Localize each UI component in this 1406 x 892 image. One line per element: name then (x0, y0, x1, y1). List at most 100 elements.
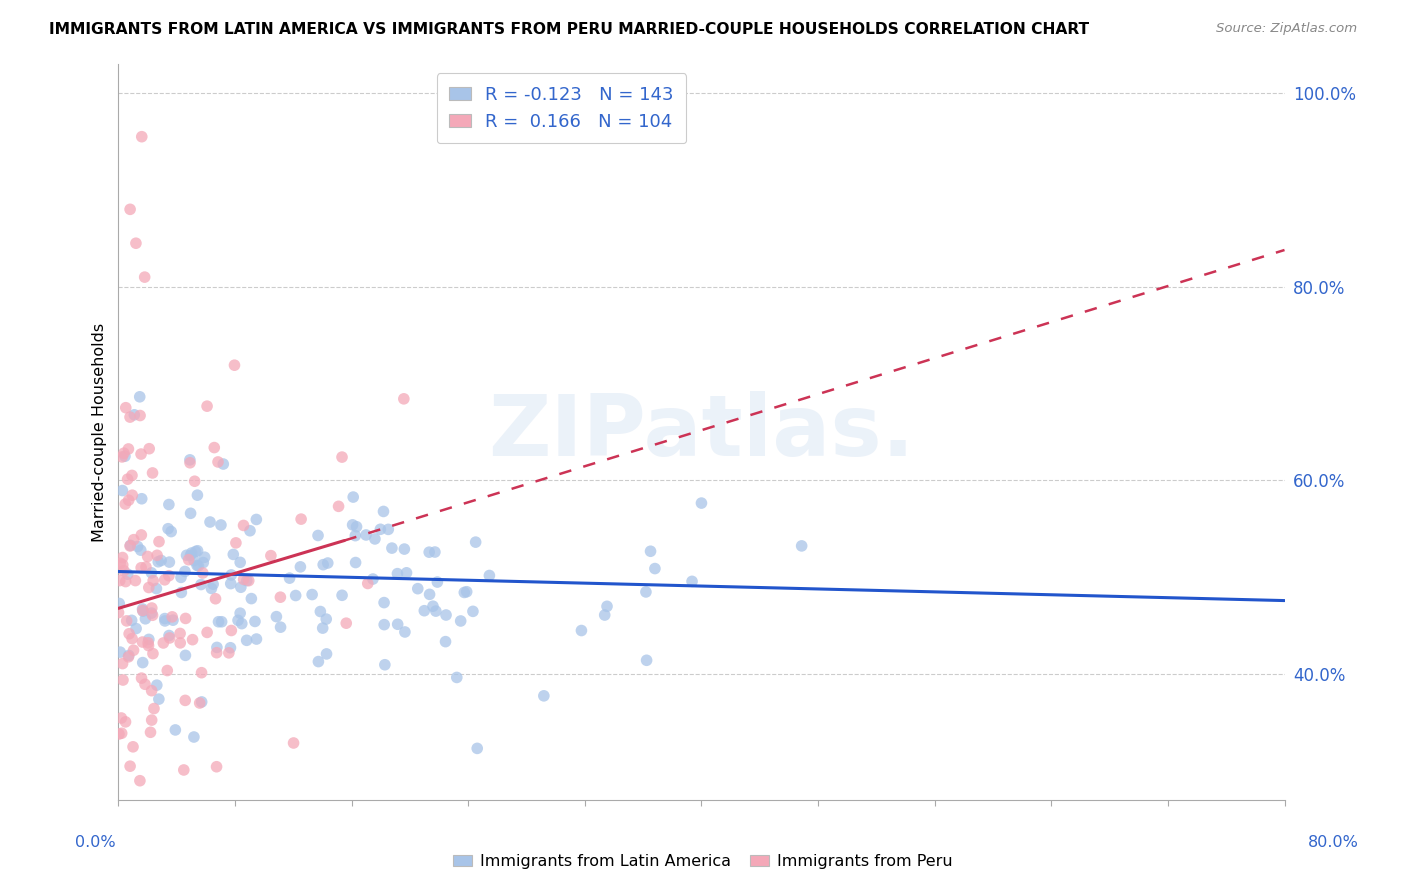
Point (370, 522, 392, 536)
Point (315, 647, 337, 661)
Point (129, 409, 152, 423)
Point (117, 472, 139, 486)
Point (111, 450, 134, 464)
Point (115, 614, 138, 628)
Point (142, 647, 165, 661)
Point (316, 556, 339, 570)
Point (181, 632, 204, 647)
Point (419, 587, 441, 601)
Point (229, 555, 252, 569)
Point (195, 399, 218, 413)
Point (138, 442, 160, 456)
Point (446, 670, 468, 684)
Point (120, 202, 142, 217)
Point (129, 543, 152, 558)
Point (238, 574, 260, 588)
Point (464, 535, 486, 549)
Point (141, 683, 163, 698)
Point (142, 574, 165, 588)
Point (266, 609, 288, 624)
Point (124, 408, 146, 422)
Point (134, 270, 156, 285)
Point (188, 696, 211, 710)
Point (205, 760, 228, 774)
Point (153, 573, 176, 587)
Point (330, 450, 353, 464)
Point (174, 565, 197, 579)
Point (117, 567, 139, 582)
Point (357, 576, 380, 591)
Point (190, 665, 212, 680)
Point (170, 570, 193, 584)
Point (269, 590, 291, 604)
Point (186, 558, 208, 573)
Point (114, 449, 136, 463)
Point (176, 548, 198, 562)
Point (450, 614, 472, 628)
Point (118, 626, 141, 640)
Point (596, 599, 619, 614)
Point (231, 616, 253, 631)
Point (121, 613, 143, 627)
Point (134, 612, 156, 626)
Point (108, 645, 131, 659)
Point (312, 558, 335, 572)
Point (110, 711, 132, 725)
Point (118, 493, 141, 508)
Point (108, 597, 131, 611)
Point (183, 730, 205, 744)
Point (395, 566, 418, 580)
Legend: Immigrants from Latin America, Immigrants from Peru: Immigrants from Latin America, Immigrant… (447, 847, 959, 875)
Point (461, 604, 484, 618)
Point (118, 648, 141, 663)
Point (160, 610, 183, 624)
Point (342, 517, 364, 532)
Text: 80.0%: 80.0% (1308, 836, 1358, 850)
Point (114, 714, 136, 729)
Point (107, 606, 129, 620)
Point (226, 613, 249, 627)
Point (157, 555, 180, 569)
Point (377, 522, 399, 536)
Point (406, 582, 429, 596)
Point (387, 566, 409, 581)
Point (690, 496, 713, 510)
Point (124, 574, 146, 588)
Point (309, 605, 332, 619)
Point (335, 616, 357, 631)
Point (194, 550, 217, 565)
Point (169, 636, 191, 650)
Point (434, 634, 457, 648)
Point (184, 544, 207, 558)
Point (207, 615, 229, 629)
Point (131, 528, 153, 542)
Point (290, 512, 312, 526)
Y-axis label: Married-couple Households: Married-couple Households (93, 323, 107, 541)
Point (174, 611, 197, 625)
Point (418, 545, 440, 559)
Point (232, 573, 254, 587)
Point (125, 622, 148, 636)
Point (593, 607, 616, 622)
Point (222, 548, 245, 562)
Point (456, 584, 478, 599)
Point (132, 603, 155, 617)
Point (111, 726, 134, 740)
Point (128, 390, 150, 404)
Point (198, 515, 221, 529)
Point (229, 580, 252, 594)
Point (117, 442, 139, 456)
Point (236, 574, 259, 588)
Point (180, 506, 202, 520)
Point (174, 648, 197, 663)
Point (153, 611, 176, 625)
Point (211, 615, 233, 629)
Point (157, 522, 180, 536)
Point (108, 574, 131, 588)
Point (225, 536, 247, 550)
Text: IMMIGRANTS FROM LATIN AMERICA VS IMMIGRANTS FROM PERU MARRIED-COUPLE HOUSEHOLDS : IMMIGRANTS FROM LATIN AMERICA VS IMMIGRA… (49, 22, 1090, 37)
Point (120, 759, 142, 773)
Point (177, 552, 200, 566)
Point (232, 518, 254, 533)
Point (381, 541, 404, 555)
